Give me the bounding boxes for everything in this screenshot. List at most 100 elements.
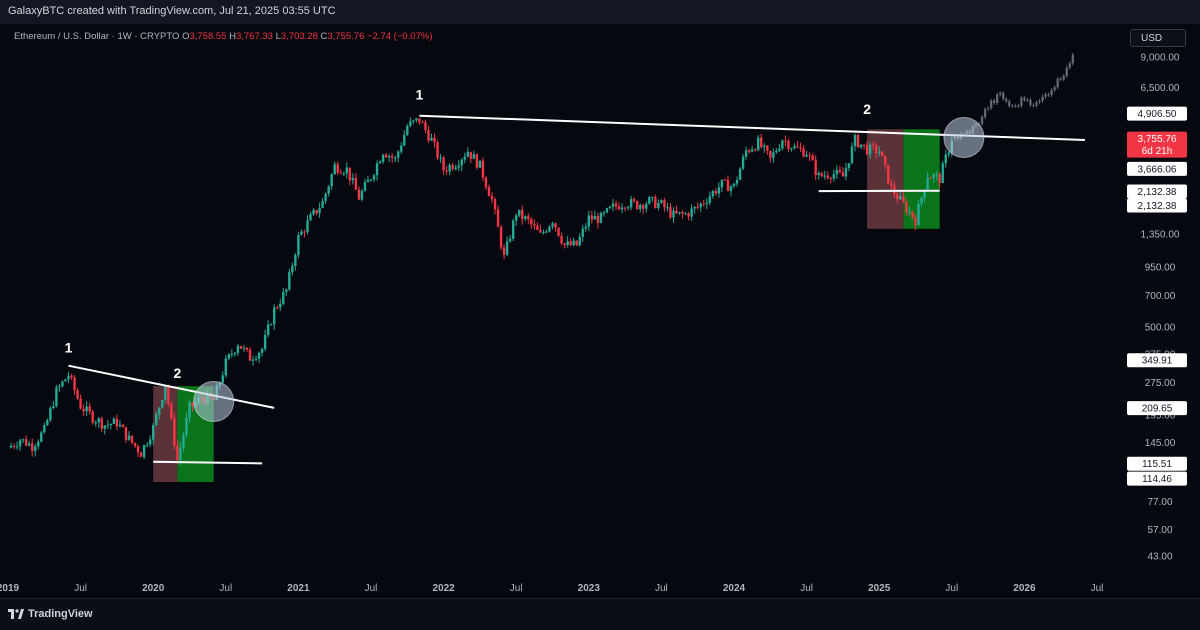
projection-candle <box>1069 63 1071 67</box>
candle-body <box>802 149 804 157</box>
candle-body <box>875 146 877 154</box>
candle-body <box>860 145 862 148</box>
level-label: 349.91 <box>1142 356 1173 367</box>
candle-body <box>131 436 133 443</box>
candle-body <box>657 203 659 208</box>
candle-body <box>751 149 753 151</box>
candle-body <box>297 235 299 255</box>
projection-candle <box>1011 106 1013 107</box>
candle-body <box>594 216 596 219</box>
candle-body <box>585 227 587 229</box>
x-axis-tick: Jul <box>510 583 523 594</box>
candle-body <box>391 156 393 158</box>
candle-body <box>672 211 674 218</box>
candle-body <box>675 211 677 213</box>
projection-candle <box>1017 106 1019 107</box>
candle-body <box>352 178 354 180</box>
candle-body <box>606 208 608 212</box>
candle-body <box>563 243 565 245</box>
candle-body <box>618 206 620 209</box>
candle-body <box>436 142 438 158</box>
candle-body <box>548 226 550 231</box>
candle-body <box>603 212 605 213</box>
candle-body <box>28 443 30 445</box>
candle-body <box>125 427 127 440</box>
low-value: 3,703.28 <box>281 31 318 42</box>
candle-body <box>267 325 269 335</box>
candle-body <box>633 199 635 201</box>
candle-body <box>769 151 771 158</box>
candle-body <box>763 146 765 147</box>
candle-body <box>400 146 402 152</box>
y-axis-tick: 700.00 <box>1145 291 1176 302</box>
candle-body <box>600 213 602 223</box>
y-axis-tick: 43.00 <box>1147 552 1172 563</box>
y-axis-tick: 6,500.00 <box>1141 83 1180 94</box>
candle-body <box>560 236 562 243</box>
candle-body <box>636 201 638 209</box>
candle-body <box>808 155 810 156</box>
candle-body <box>95 422 97 423</box>
wave-label: 1 <box>416 87 424 103</box>
candle-body <box>285 289 287 292</box>
candle-body <box>231 354 233 355</box>
x-axis-tick: 2023 <box>578 583 601 594</box>
projection-candle <box>1041 97 1043 101</box>
candle-body <box>588 216 590 227</box>
candle-body <box>660 200 662 203</box>
candle-body <box>727 180 729 191</box>
candle-body <box>85 406 87 411</box>
candle-body <box>615 203 617 206</box>
candle-body <box>902 196 904 202</box>
candle-body <box>107 425 109 426</box>
y-axis-tick: 1,350.00 <box>1141 230 1180 241</box>
candle-body <box>73 377 75 390</box>
projection-candle <box>981 117 983 124</box>
candle-body <box>22 439 24 440</box>
y-axis-tick: 57.00 <box>1147 525 1172 536</box>
candle-body <box>811 156 813 161</box>
candle-body <box>805 155 807 157</box>
candle-body <box>273 307 275 324</box>
symbol-legend: Ethereum / U.S. Dollar · 1W · CRYPTO O3,… <box>14 31 433 42</box>
projection-candle <box>999 93 1001 95</box>
candle-body <box>455 167 457 169</box>
change-value: −2.74 (−0.07%) <box>367 31 433 42</box>
projection-candle <box>1063 76 1065 80</box>
level-label: 2,132.38 <box>1138 187 1177 198</box>
candle-body <box>92 412 94 423</box>
candle-body <box>539 230 541 232</box>
candle-body <box>58 386 60 387</box>
candle-body <box>639 205 641 209</box>
candle-body <box>101 418 103 428</box>
x-axis-tick: 2021 <box>287 583 310 594</box>
candle-body <box>10 446 12 448</box>
candle-body <box>579 237 581 245</box>
level-label: 3,755.76 <box>1138 134 1177 145</box>
candle-body <box>799 147 801 148</box>
candle-body <box>545 232 547 233</box>
candle-body <box>152 425 154 440</box>
candle-body <box>82 409 84 411</box>
candle-body <box>264 335 266 349</box>
candle-body <box>155 414 157 425</box>
x-axis-tick: 2026 <box>1013 583 1036 594</box>
candle-body <box>382 155 384 162</box>
candle-body <box>270 324 272 325</box>
candle-body <box>857 135 859 147</box>
candle-body <box>948 153 950 155</box>
candle-body <box>228 354 230 358</box>
candle-body <box>291 266 293 272</box>
candle-body <box>830 178 832 179</box>
candle-body <box>630 199 632 207</box>
x-axis-tick: Jul <box>655 583 668 594</box>
candle-body <box>37 442 39 447</box>
candle-body <box>149 440 151 445</box>
x-axis-tick: Jul <box>800 583 813 594</box>
candle-body <box>597 216 599 223</box>
candle-body <box>766 146 768 151</box>
currency-button[interactable]: USD <box>1130 29 1186 47</box>
candle-body <box>709 196 711 203</box>
candle-body <box>116 419 118 427</box>
